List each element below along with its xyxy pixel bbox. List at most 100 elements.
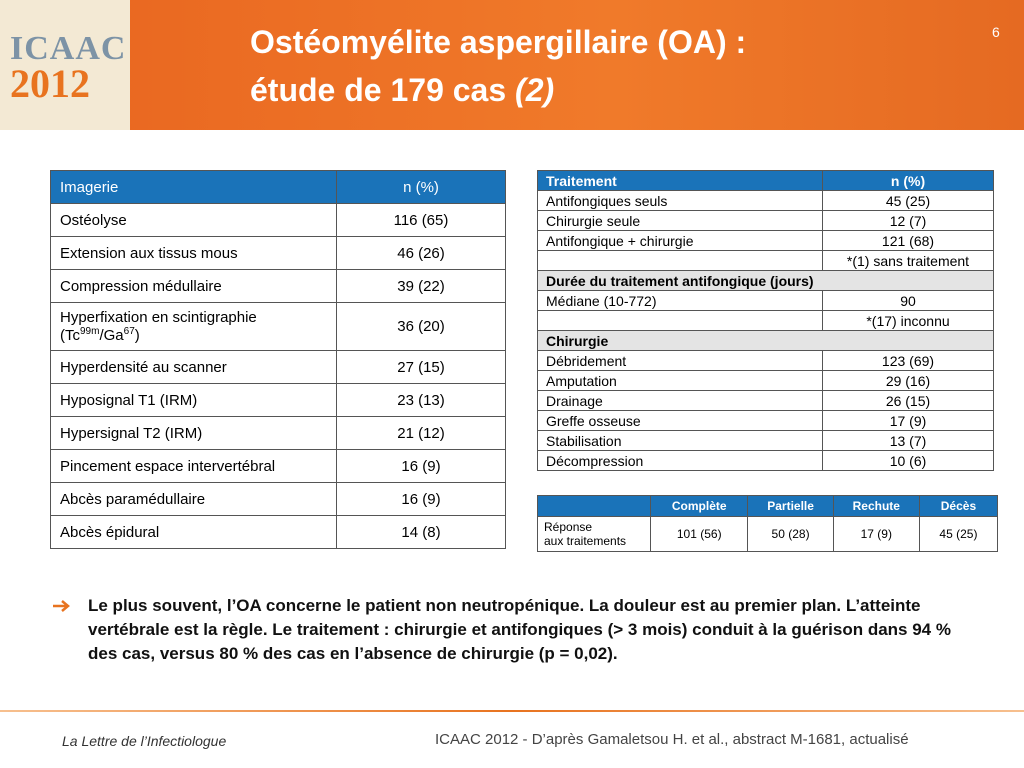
cell: Compression médullaire — [50, 269, 337, 303]
cell: 50 (28) — [747, 516, 834, 552]
footer-left: La Lettre de l’Infectiologue — [62, 733, 227, 749]
cell: Hyperfixation en scintigraphie (Tc99m/Ga… — [50, 302, 337, 351]
header-cell: Décès — [918, 495, 999, 517]
cell: Hyposignal T1 (IRM) — [50, 383, 337, 417]
footer-rule — [0, 710, 1024, 712]
title-line: Ostéomyélite aspergillaire (OA) : — [250, 24, 747, 60]
title-text: étude de 179 cas — [250, 72, 507, 108]
cell — [537, 250, 823, 271]
header-cell: n (%) — [336, 170, 506, 204]
row-label: Réponse aux traitements — [537, 516, 651, 552]
note-cell: *(1) sans traitement — [822, 250, 994, 271]
header-cell: n (%) — [822, 170, 994, 191]
row: *(1) sans traitement — [537, 250, 994, 271]
treatment-table: Traitement n (%) Antifongiques seuls 45 (25… — [537, 170, 994, 471]
cell: Décompression — [537, 450, 823, 471]
row: Décompression 10 (6) — [537, 450, 994, 471]
row: Greffe osseuse 17 (9) — [537, 410, 994, 431]
row: Hyposignal T1 (IRM) 23 (13) — [50, 383, 506, 417]
row: Hypersignal T2 (IRM) 21 (12) — [50, 416, 506, 450]
row: *(17) inconnu — [537, 310, 994, 331]
cell: 45 (25) — [822, 190, 994, 211]
header-row: Traitement n (%) — [537, 170, 994, 191]
cell: Extension aux tissus mous — [50, 236, 337, 270]
cell: 101 (56) — [649, 516, 749, 552]
response-table: Complète Partielle Rechute Décès Réponse aux … — [537, 495, 999, 552]
cell: Débridement — [537, 350, 823, 371]
row: Amputation 29 (16) — [537, 370, 994, 391]
cell: 12 (7) — [822, 210, 994, 231]
cell-text: Hyperfixation en scintigraphie (Tc — [60, 309, 257, 344]
section-cell: Chirurgie — [537, 330, 994, 351]
title-line: étude de 179 cas (2) — [250, 72, 554, 109]
cell-text: ) — [134, 327, 140, 344]
page-number: 6 — [992, 24, 1000, 40]
cell — [537, 310, 823, 331]
cell: 21 (12) — [336, 416, 506, 450]
cell: 17 (9) — [822, 410, 994, 431]
cell: Antifongique + chirurgie — [537, 230, 823, 251]
imaging-table: Imagerie n (%) Ostéolyse 116 (65) Extension … — [50, 170, 506, 549]
row: Stabilisation 13 (7) — [537, 430, 994, 451]
section-cell: Durée du traitement antifongique (jours) — [537, 270, 994, 291]
row: Drainage 26 (15) — [537, 390, 994, 411]
row: Chirurgie seule 12 (7) — [537, 210, 994, 231]
cell: 17 (9) — [832, 516, 920, 552]
cell: 90 — [822, 290, 994, 311]
cell: Abcès paramédullaire — [50, 482, 337, 516]
bullet-arrow — [53, 600, 70, 612]
row: Médiane (10-772) 90 — [537, 290, 994, 311]
header-cell: Traitement — [537, 170, 823, 191]
row: Débridement 123 (69) — [537, 350, 994, 371]
cell: Chirurgie seule — [537, 210, 823, 231]
header-cell: Imagerie — [50, 170, 337, 204]
cell: 10 (6) — [822, 450, 994, 471]
row: Hyperdensité au scanner 27 (15) — [50, 350, 506, 384]
row: Antifongiques seuls 45 (25) — [537, 190, 994, 211]
cell: 14 (8) — [336, 515, 506, 549]
cell: 39 (22) — [336, 269, 506, 303]
header-cell: Rechute — [832, 495, 920, 517]
cell: 123 (69) — [822, 350, 994, 371]
row: Durée du traitement antifongique (jours) — [537, 270, 994, 291]
cell-text: 99m — [80, 326, 100, 337]
cell: Abcès épidural — [50, 515, 337, 549]
cell: Ostéolyse — [50, 203, 337, 237]
row: Antifongique + chirurgie 121 (68) — [537, 230, 994, 251]
cell: Hyperdensité au scanner — [50, 350, 337, 384]
cell: 26 (15) — [822, 390, 994, 411]
label-line: aux traitements — [544, 534, 627, 548]
cell: Greffe osseuse — [537, 410, 823, 431]
header-row: Complète Partielle Rechute Décès — [537, 495, 999, 517]
cell: 16 (9) — [336, 449, 506, 483]
cell: Pincement espace intervertébral — [50, 449, 337, 483]
label-line: Réponse — [544, 520, 593, 534]
cell: 23 (13) — [336, 383, 506, 417]
cell: 29 (16) — [822, 370, 994, 391]
cell: Médiane (10-772) — [537, 290, 823, 311]
cell: Antifongiques seuls — [537, 190, 823, 211]
footer-right: ICAAC 2012 - D’après Gamaletsou H. et al… — [435, 731, 909, 748]
title-ref: (2) — [515, 72, 555, 108]
cell: 121 (68) — [822, 230, 994, 251]
row: Pincement espace intervertébral 16 (9) — [50, 449, 506, 483]
row: Abcès paramédullaire 16 (9) — [50, 482, 506, 516]
header-band — [0, 0, 1024, 130]
cell: Hypersignal T2 (IRM) — [50, 416, 337, 450]
cell: 27 (15) — [336, 350, 506, 384]
logo-text: ICAAC — [10, 30, 127, 67]
cell-text: /Ga — [99, 327, 124, 344]
header-cell — [537, 495, 651, 517]
row: Hyperfixation en scintigraphie (Tc99m/Ga… — [50, 302, 506, 351]
logo: ICAAC 2012 — [0, 0, 130, 130]
cell: 116 (65) — [336, 203, 506, 237]
cell: 36 (20) — [336, 302, 506, 351]
row: Compression médullaire 39 (22) — [50, 269, 506, 303]
cell: 46 (26) — [336, 236, 506, 270]
cell: Stabilisation — [537, 430, 823, 451]
cell-text: 67 — [123, 326, 135, 337]
row: Ostéolyse 116 (65) — [50, 203, 506, 237]
header-cell: Partielle — [747, 495, 834, 517]
cell: 45 (25) — [918, 516, 999, 552]
